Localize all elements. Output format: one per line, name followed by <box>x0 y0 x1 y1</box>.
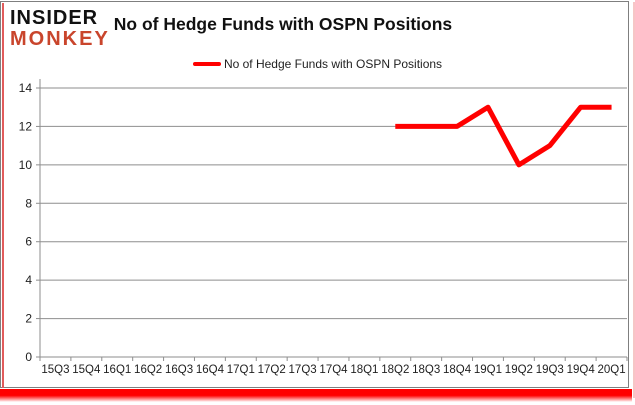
x-tick-label: 19Q4 <box>567 364 596 376</box>
x-tick-label: 19Q1 <box>474 364 502 376</box>
x-tick-label: 19Q2 <box>505 364 533 376</box>
x-tick-label: 17Q3 <box>289 364 317 376</box>
chart-title: No of Hedge Funds with OSPN Positions <box>113 14 453 34</box>
x-tick-label: 18Q1 <box>350 364 378 376</box>
legend-line-swatch <box>192 62 221 66</box>
x-tick-label: 15Q3 <box>41 364 69 376</box>
x-tick-label: 16Q3 <box>165 364 193 376</box>
legend-label: No of Hedge Funds with OSPN Positions <box>223 57 443 71</box>
x-tick-label: 19Q3 <box>536 364 564 376</box>
y-tick-label: 4 <box>25 273 32 287</box>
x-tick-label: 17Q1 <box>227 364 255 376</box>
logo-text-insider: INSIDER <box>10 7 99 29</box>
x-tick-label: 16Q4 <box>196 364 225 376</box>
legend: No of Hedge Funds with OSPN Positions <box>0 56 635 72</box>
y-tick-label: 8 <box>25 196 32 210</box>
x-tick-label: 18Q4 <box>443 364 472 376</box>
x-tick-label: 15Q4 <box>72 364 101 376</box>
x-tick-label: 16Q1 <box>103 364 131 376</box>
y-tick-label: 6 <box>25 235 32 249</box>
x-tick-label: 18Q2 <box>381 364 409 376</box>
y-tick-label: 0 <box>25 350 32 364</box>
y-tick-label: 10 <box>19 158 33 172</box>
series-line <box>395 104 612 168</box>
y-tick-label: 2 <box>25 312 32 326</box>
bottom-red-bar <box>0 389 632 402</box>
x-tick-label: 16Q2 <box>134 364 162 376</box>
y-tick-label: 12 <box>19 119 33 133</box>
left-red-accent <box>2 3 4 388</box>
x-tick-label: 17Q2 <box>258 364 286 376</box>
logo-text-monkey: MONKEY <box>10 28 110 50</box>
insider-monkey-logo: INSIDER MONKEY <box>10 8 110 50</box>
right-pink-accent <box>633 2 635 398</box>
x-tick-label: 20Q1 <box>597 364 625 376</box>
y-tick-label: 14 <box>19 81 33 95</box>
x-tick-label: 17Q4 <box>319 364 348 376</box>
chart-header: INSIDER MONKEY No of Hedge Funds with OS… <box>10 8 625 50</box>
x-tick-label: 18Q3 <box>412 364 440 376</box>
